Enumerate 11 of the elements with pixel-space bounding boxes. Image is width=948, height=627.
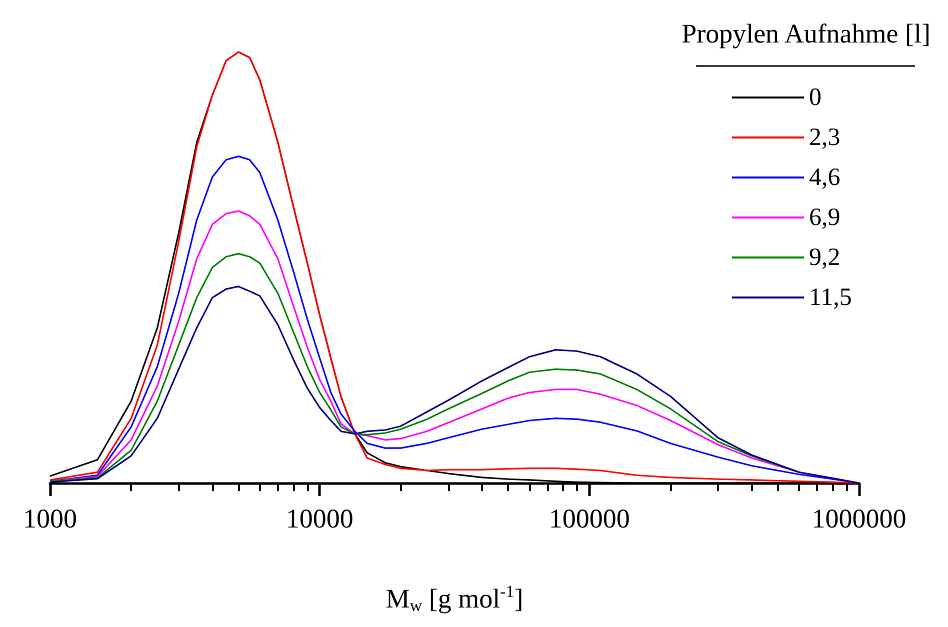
legend-label: 9,2 — [809, 244, 840, 271]
legend-label: 0 — [809, 84, 822, 111]
x-tick-label: 100000 — [548, 504, 630, 534]
legend-title: Propylen Aufnahme [l] — [682, 18, 931, 48]
x-tick-label: 1000000 — [812, 504, 906, 534]
legend-label: 2,3 — [809, 124, 840, 151]
legend-label: 6,9 — [809, 204, 840, 231]
legend-label: 11,5 — [809, 284, 852, 311]
x-tick-label: 10000 — [286, 504, 354, 534]
x-tick-label: 1000 — [23, 504, 77, 534]
legend-label: 4,6 — [809, 164, 840, 191]
